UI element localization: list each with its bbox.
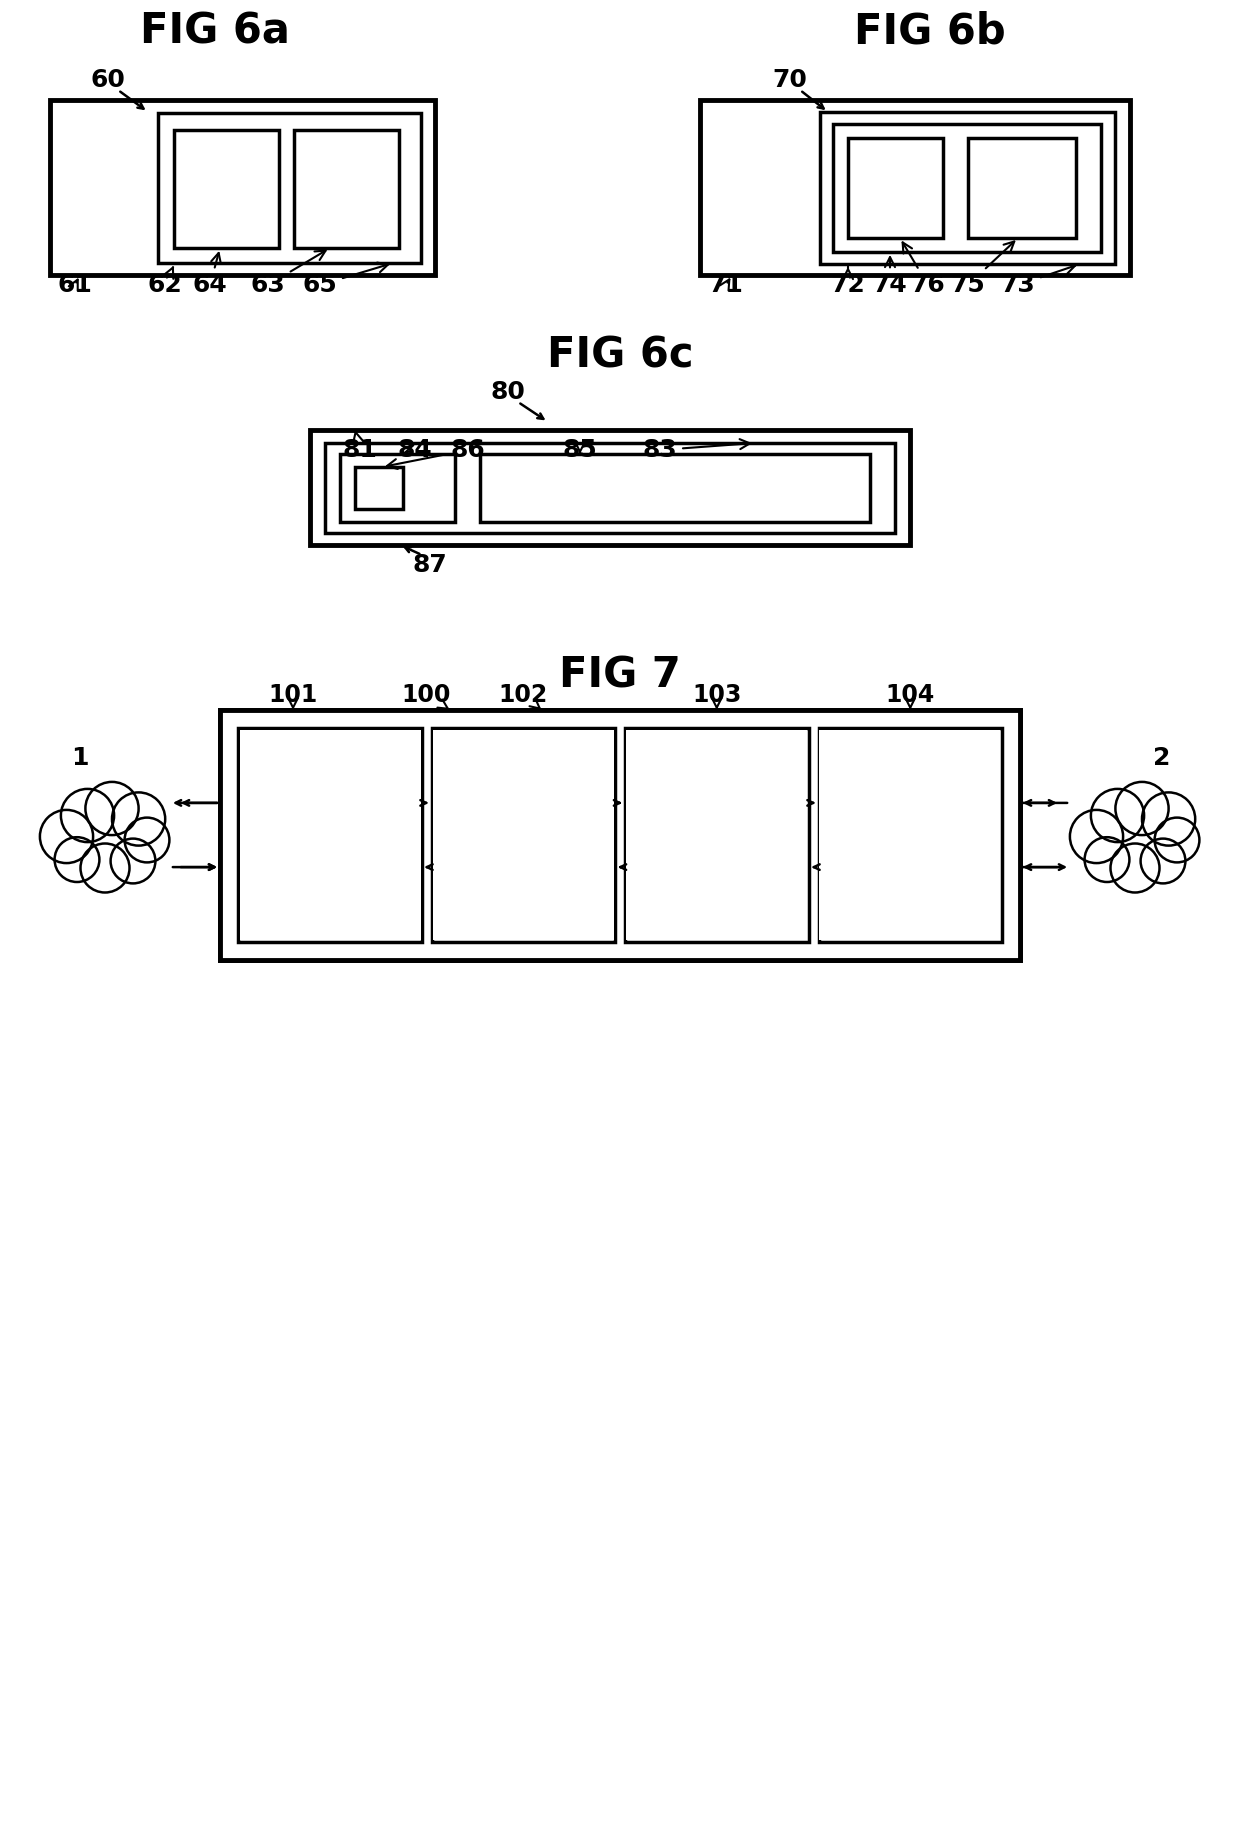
Text: 81: 81 xyxy=(342,432,377,461)
Circle shape xyxy=(112,792,165,845)
Text: 83: 83 xyxy=(642,437,750,461)
Circle shape xyxy=(1142,792,1195,845)
Text: FIG 6c: FIG 6c xyxy=(547,335,693,375)
Text: 64: 64 xyxy=(192,253,227,296)
Bar xyxy=(310,430,910,545)
Bar xyxy=(241,730,422,941)
Bar xyxy=(480,454,870,522)
Text: 60: 60 xyxy=(91,68,125,92)
Text: 104: 104 xyxy=(885,683,935,710)
Circle shape xyxy=(124,818,170,862)
Circle shape xyxy=(1091,789,1145,842)
Bar xyxy=(433,730,614,941)
Bar xyxy=(968,137,1076,238)
Bar xyxy=(818,730,999,941)
Text: 101: 101 xyxy=(268,683,317,710)
Text: 103: 103 xyxy=(692,683,742,710)
Text: FIG 6a: FIG 6a xyxy=(140,11,290,53)
Text: 1: 1 xyxy=(71,747,89,770)
Circle shape xyxy=(1085,836,1130,882)
Bar xyxy=(50,101,435,274)
Text: 76: 76 xyxy=(903,242,945,296)
Text: 75: 75 xyxy=(951,242,1014,296)
Text: 61: 61 xyxy=(57,273,93,296)
Text: 73: 73 xyxy=(1001,264,1075,296)
Text: 62: 62 xyxy=(148,267,182,296)
Bar xyxy=(355,467,403,509)
Text: 102: 102 xyxy=(498,683,548,710)
Bar xyxy=(432,728,615,942)
Text: 74: 74 xyxy=(873,256,908,296)
Bar xyxy=(626,730,807,941)
Circle shape xyxy=(1154,818,1199,862)
Text: 80: 80 xyxy=(491,381,526,404)
Text: FIG 7: FIG 7 xyxy=(559,653,681,695)
Bar xyxy=(625,728,808,942)
Bar xyxy=(174,130,279,249)
Circle shape xyxy=(110,838,155,884)
Bar xyxy=(219,710,1021,961)
Circle shape xyxy=(86,781,139,834)
Circle shape xyxy=(1070,811,1123,864)
Bar xyxy=(238,728,422,942)
Circle shape xyxy=(55,836,99,882)
Text: 84: 84 xyxy=(398,437,433,461)
Text: 2: 2 xyxy=(1153,747,1171,770)
Text: 71: 71 xyxy=(708,273,744,296)
Text: 63: 63 xyxy=(250,251,326,296)
Text: 100: 100 xyxy=(402,683,451,710)
Bar xyxy=(626,730,807,941)
Text: FIG 6b: FIG 6b xyxy=(854,11,1006,53)
Bar xyxy=(219,710,1021,961)
Bar xyxy=(325,443,895,533)
Bar xyxy=(818,728,1002,942)
Circle shape xyxy=(81,844,129,893)
Circle shape xyxy=(1141,838,1185,884)
Bar xyxy=(701,101,1130,274)
Circle shape xyxy=(61,789,114,842)
Bar xyxy=(340,454,455,522)
Text: 86: 86 xyxy=(387,437,485,468)
Bar xyxy=(818,730,999,941)
Text: 65: 65 xyxy=(303,262,388,296)
Text: 87: 87 xyxy=(413,553,448,576)
Bar xyxy=(820,112,1115,264)
Circle shape xyxy=(1116,781,1168,834)
Bar xyxy=(241,730,422,941)
Text: 70: 70 xyxy=(773,68,807,92)
Bar xyxy=(294,130,399,249)
Bar xyxy=(433,730,614,941)
Bar xyxy=(848,137,942,238)
Circle shape xyxy=(40,811,93,864)
Bar xyxy=(157,113,422,264)
Text: 85: 85 xyxy=(563,437,598,461)
Text: 72: 72 xyxy=(831,267,866,296)
Bar xyxy=(833,124,1101,253)
Circle shape xyxy=(1111,844,1159,893)
